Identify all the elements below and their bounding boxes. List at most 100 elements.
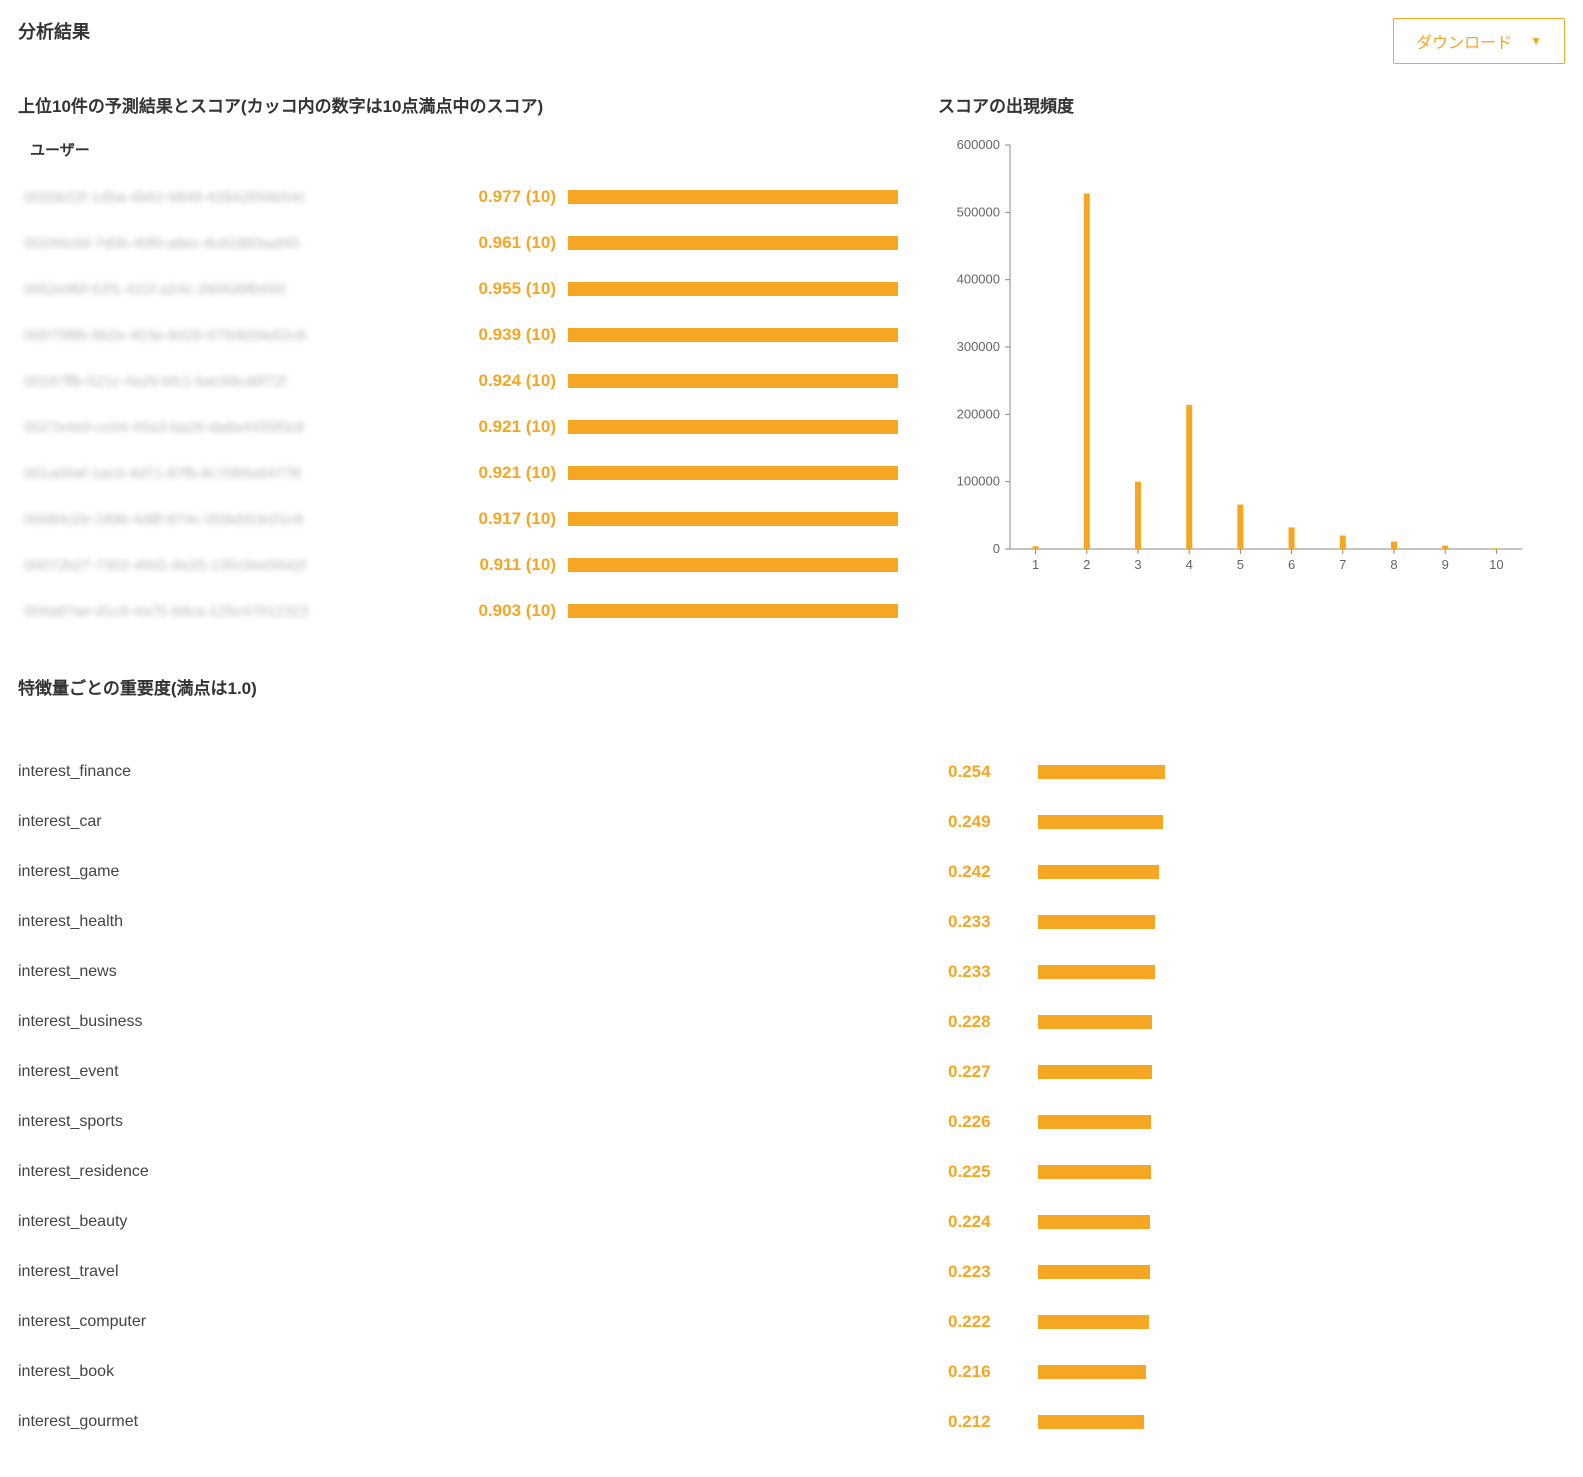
histogram-y-tick-label: 300000 (957, 339, 1000, 354)
histogram-y-tick-label: 500000 (957, 204, 1000, 219)
page-title: 分析結果 (18, 18, 90, 44)
prediction-score: 0.917 (10) (408, 509, 568, 529)
histogram-bar (1391, 542, 1397, 549)
prediction-user-id: 0027e4e0-cc04-45a3-ba26-da8a4455f0c8 (18, 419, 408, 436)
feature-value: 0.224 (948, 1212, 1038, 1232)
feature-value: 0.228 (948, 1012, 1038, 1032)
feature-bar-fill (1038, 1315, 1149, 1329)
feature-bar-fill (1038, 1415, 1144, 1429)
feature-name: interest_news (18, 963, 948, 981)
histogram-x-tick-label: 5 (1237, 557, 1244, 572)
feature-value: 0.212 (948, 1412, 1038, 1432)
prediction-user-id: 00249c0d-7d0b-40f0-a8ec-8c81883aaf45 (18, 235, 408, 252)
feature-value: 0.216 (948, 1362, 1038, 1382)
feature-bar-fill (1038, 1015, 1152, 1029)
download-button[interactable]: ダウンロード ▼ (1393, 18, 1565, 64)
prediction-user-id: 00072b27-7302-49d1-8e25-135c9ee5642f (18, 557, 408, 574)
caret-down-icon: ▼ (1530, 34, 1542, 48)
prediction-bar-track (568, 236, 898, 250)
feature-row: interest_beauty0.224 (18, 1197, 1565, 1247)
feature-bar-fill (1038, 1265, 1150, 1279)
prediction-row: 00084c2e-189b-4d8f-874c-059eb53c01c80.91… (18, 496, 898, 542)
feature-bar-fill (1038, 815, 1163, 829)
feature-row: interest_sports0.226 (18, 1097, 1565, 1147)
prediction-row: 00072b27-7302-49d1-8e25-135c9ee5642f0.91… (18, 542, 898, 588)
prediction-bar-fill (568, 236, 898, 250)
feature-bar-track (1038, 865, 1538, 879)
prediction-row: 001a00af-1ac9-4d71-87fb-8c7066a647780.92… (18, 450, 898, 496)
prediction-bar-fill (568, 604, 898, 618)
prediction-score: 0.977 (10) (408, 187, 568, 207)
feature-bar-track (1038, 1265, 1538, 1279)
feature-bar-track (1038, 1065, 1538, 1079)
prediction-row: 0052e9bf-52f1-421f-a24c-2605d9fb6500.955… (18, 266, 898, 312)
feature-value: 0.233 (948, 912, 1038, 932)
feature-name: interest_business (18, 1013, 948, 1031)
histogram-x-tick-label: 7 (1339, 557, 1346, 572)
feature-row: interest_gourmet0.212 (18, 1397, 1565, 1447)
prediction-user-id: 00187ffb-521c-4a29-bfc1-bac98cd9f72f (18, 373, 408, 390)
feature-name: interest_game (18, 863, 948, 881)
prediction-bar-track (568, 374, 898, 388)
prediction-user-id: 004a87ae-d1c9-4a75-9dca-125c47912323 (18, 603, 408, 620)
feature-name: interest_gourmet (18, 1413, 948, 1431)
histogram-bar (1186, 405, 1192, 549)
feature-row: interest_finance0.254 (18, 747, 1565, 797)
feature-bar-track (1038, 1365, 1538, 1379)
prediction-user-id: 00084c2e-189b-4d8f-874c-059eb53c01c8 (18, 511, 408, 528)
histogram-x-tick-label: 9 (1442, 557, 1449, 572)
feature-name: interest_event (18, 1063, 948, 1081)
prediction-user-id: 00075f8b-9b2e-403e-8426-9750b59e62c8 (18, 327, 408, 344)
prediction-score: 0.921 (10) (408, 417, 568, 437)
histogram-x-tick-label: 2 (1083, 557, 1090, 572)
feature-value: 0.242 (948, 862, 1038, 882)
feature-name: interest_sports (18, 1113, 948, 1131)
features-list: interest_finance0.254 interest_car0.249 in… (18, 747, 1565, 1447)
feature-value: 0.249 (948, 812, 1038, 832)
feature-bar-track (1038, 1015, 1538, 1029)
feature-bar-fill (1038, 765, 1165, 779)
prediction-score: 0.921 (10) (408, 463, 568, 483)
predictions-list: 0020b22f-1d5a-4b62-9848-42842859b54c0.97… (18, 174, 898, 634)
feature-name: interest_computer (18, 1313, 948, 1331)
feature-value: 0.254 (948, 762, 1038, 782)
prediction-bar-fill (568, 512, 898, 526)
histogram-x-tick-label: 6 (1288, 557, 1295, 572)
histogram-x-tick-label: 3 (1134, 557, 1141, 572)
feature-value: 0.225 (948, 1162, 1038, 1182)
prediction-bar-fill (568, 374, 898, 388)
histogram-y-tick-label: 200000 (957, 406, 1000, 421)
prediction-bar-fill (568, 558, 898, 572)
histogram-y-tick-label: 0 (993, 541, 1000, 556)
histogram-bar (1340, 536, 1346, 549)
prediction-score: 0.911 (10) (408, 555, 568, 575)
prediction-row: 00249c0d-7d0b-40f0-a8ec-8c81883aaf450.96… (18, 220, 898, 266)
feature-row: interest_computer0.222 (18, 1297, 1565, 1347)
feature-name: interest_health (18, 913, 948, 931)
predictions-user-column-label: ユーザー (30, 139, 898, 160)
feature-bar-track (1038, 1415, 1538, 1429)
prediction-score: 0.939 (10) (408, 325, 568, 345)
feature-bar-fill (1038, 1165, 1151, 1179)
feature-bar-track (1038, 765, 1538, 779)
features-heading: 特徴量ごとの重要度(満点は1.0) (18, 674, 1565, 699)
feature-bar-track (1038, 1315, 1538, 1329)
prediction-row: 00075f8b-9b2e-403e-8426-9750b59e62c80.93… (18, 312, 898, 358)
histogram-bar (1033, 546, 1039, 549)
feature-row: interest_business0.228 (18, 997, 1565, 1047)
feature-name: interest_car (18, 813, 948, 831)
prediction-score: 0.955 (10) (408, 279, 568, 299)
prediction-bar-track (568, 328, 898, 342)
feature-bar-fill (1038, 1215, 1150, 1229)
feature-name: interest_finance (18, 763, 948, 781)
prediction-row: 0027e4e0-cc04-45a3-ba26-da8a4455f0c80.92… (18, 404, 898, 450)
histogram-bar (1237, 505, 1243, 549)
histogram-heading: スコアの出現頻度 (938, 92, 1565, 117)
feature-name: interest_beauty (18, 1213, 948, 1231)
histogram-x-tick-label: 1 (1032, 557, 1039, 572)
prediction-bar-track (568, 466, 898, 480)
prediction-user-id: 0052e9bf-52f1-421f-a24c-2605d9fb650 (18, 281, 408, 298)
feature-value: 0.227 (948, 1062, 1038, 1082)
feature-row: interest_book0.216 (18, 1347, 1565, 1397)
feature-name: interest_travel (18, 1263, 948, 1281)
